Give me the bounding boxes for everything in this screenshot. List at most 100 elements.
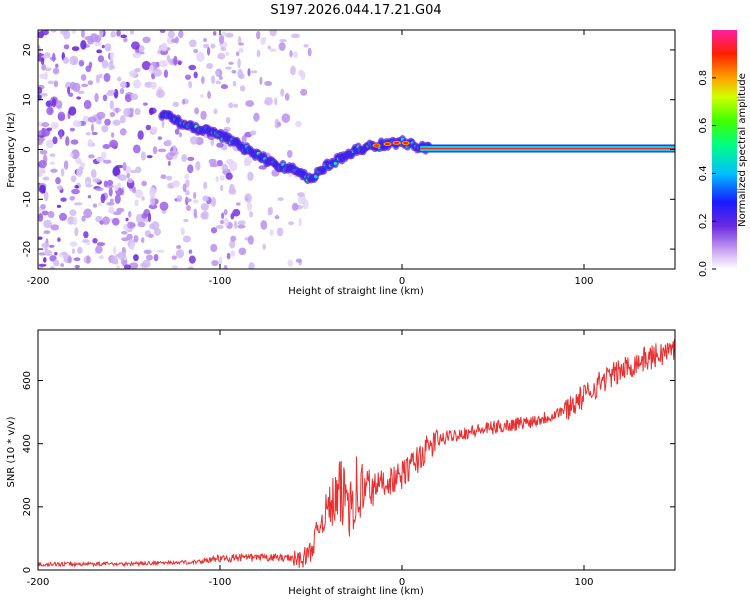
spectrogram-noise-blob: [110, 132, 115, 138]
spectrogram-noise-blob: [112, 119, 121, 126]
spectrogram-noise-blob: [110, 255, 118, 265]
spectrogram-noise-blob: [174, 128, 180, 135]
spectrogram-noise-blob: [148, 203, 158, 210]
spectrogram-noise-blob: [174, 36, 179, 44]
spectrogram-noise-blob: [59, 129, 63, 140]
spectrogram-noise-blob: [185, 74, 192, 80]
spectrogram-noise-blob: [74, 264, 80, 269]
spectrogram-noise-blob: [65, 136, 70, 147]
spectrogram-noise-blob: [221, 31, 227, 37]
spectrogram-noise-blob: [131, 41, 140, 50]
spectrogram-noise-blob: [269, 48, 277, 53]
spectrogram-noise-blob: [247, 68, 251, 77]
spectrogram-noise-blob: [213, 108, 218, 115]
spectrogram-noise-blob: [277, 197, 284, 201]
spectrogram-x-ticks: -200 -100 0 100: [27, 30, 594, 287]
spectrogram-noise-blob: [192, 199, 199, 204]
spectrogram-noise-blob: [87, 80, 94, 86]
spectrogram-noise-blob: [109, 111, 116, 118]
spectrogram-noise-blob: [73, 202, 83, 206]
spectrogram-noise-blob: [48, 244, 55, 248]
spectrogram-noise-blob: [193, 71, 198, 79]
spectrogram-noise-blob: [95, 245, 103, 254]
spectrogram-noise-blob: [149, 196, 156, 206]
spectrogram-noise-blob: [61, 251, 68, 256]
snr-x-tick-label: 0: [399, 577, 405, 588]
spectrogram-noise-blob: [71, 149, 80, 160]
spectrogram-noise-blob: [135, 166, 142, 174]
spectrogram-noise-blob: [290, 65, 296, 76]
spectrogram-noise-blob: [256, 49, 261, 58]
spectrogram-noise-blob: [230, 235, 237, 242]
colorbar-tick-label: 0.0: [698, 261, 709, 277]
spectrogram-noise-blob: [46, 127, 53, 132]
spectrogram-ridge: [158, 109, 675, 185]
snr-y-ticks: 0 200 400 600: [22, 371, 675, 573]
spectrogram-noise-blob: [259, 76, 263, 85]
spectrogram-noise-blob: [147, 212, 152, 223]
spectrogram-noise-blob: [63, 160, 69, 170]
spectrogram-noise-blob: [160, 42, 168, 52]
spectrogram-noise-blob: [217, 52, 226, 60]
spectrogram-noise-blob: [57, 237, 61, 242]
spectrogram-noise-blob: [64, 81, 72, 90]
spectrogram-y-tick-label: 0: [22, 146, 33, 152]
spectrogram-noise-blob: [180, 227, 185, 236]
spectrogram-noise-blob: [128, 70, 138, 78]
spectrogram-noise-blob: [249, 210, 253, 218]
spectrogram-noise-blob: [40, 92, 48, 97]
spectrogram-noise-blob: [68, 106, 77, 116]
spectrogram-noise-blob: [94, 92, 99, 103]
spectrogram-noise-blob: [193, 208, 198, 219]
spectrogram-noise-blob: [239, 85, 246, 92]
spectrogram-noise-blob: [96, 111, 106, 120]
spectrogram-noise-blob: [235, 51, 240, 57]
spectrogram-noise-blob: [98, 73, 103, 79]
spectrogram-noise-blob: [210, 243, 218, 253]
spectrogram-noise-blob: [157, 148, 167, 153]
snr-background: [38, 330, 675, 570]
spectrogram-noise-blob: [235, 202, 241, 206]
spectrogram-noise-blob: [230, 250, 236, 257]
spectrogram-noise-blob: [225, 51, 230, 57]
spectrogram-noise-blob: [142, 217, 149, 223]
spectrogram-noise-blob: [288, 221, 295, 226]
spectrogram-noise-blob: [175, 249, 185, 259]
snr-x-tick-label: -100: [209, 577, 232, 588]
spectrogram-noise-blob: [141, 212, 148, 219]
spectrogram-noise-blob: [183, 218, 189, 223]
spectrogram-noise-blob: [88, 154, 95, 159]
spectrogram-ridge-core: [313, 174, 318, 179]
spectrogram-noise-blob: [280, 88, 285, 97]
spectrogram-noise-blob: [131, 186, 137, 194]
spectrogram-noise-blob: [76, 168, 83, 178]
spectrogram-noise-blob: [119, 128, 127, 136]
spectrogram-noise-blob: [207, 90, 211, 99]
spectrogram-noise-blob: [110, 31, 116, 38]
spectrogram-noise-blob: [112, 166, 121, 177]
spectrogram-noise-blob: [247, 171, 254, 181]
spectrogram-noise-blob: [249, 130, 257, 136]
spectrogram-noise-blob: [74, 185, 80, 189]
spectrogram-noise-blob: [53, 259, 60, 267]
spectrogram-noise-blob: [94, 41, 102, 47]
spectrogram-noise-blob: [70, 139, 79, 145]
spectrogram-noise-blob: [83, 231, 89, 239]
spectrogram-noise-blob: [142, 36, 151, 44]
spectrogram-noise-blob: [44, 249, 53, 257]
spectrogram-noise-blob: [172, 145, 177, 153]
spectrogram-noise-blob: [188, 255, 196, 264]
spectrogram-noise-blob: [247, 235, 254, 245]
spectrogram-noise-blob: [226, 158, 234, 165]
spectrogram-noise-blob: [152, 146, 158, 155]
spectrogram-noise-blob: [300, 88, 308, 96]
spectrogram-noise-blob: [190, 136, 198, 145]
spectrogram-noise-blob: [81, 83, 89, 88]
spectrogram-noise-blob: [146, 155, 153, 159]
spectrogram-noise-blob: [216, 142, 224, 148]
spectrogram-noise-blob: [269, 229, 274, 236]
spectrogram-noise-blob: [195, 160, 201, 171]
snr-y-tick-label: 600: [22, 371, 33, 390]
spectrogram-noise-blob: [87, 38, 95, 45]
spectrogram-noise-blob: [104, 43, 112, 52]
